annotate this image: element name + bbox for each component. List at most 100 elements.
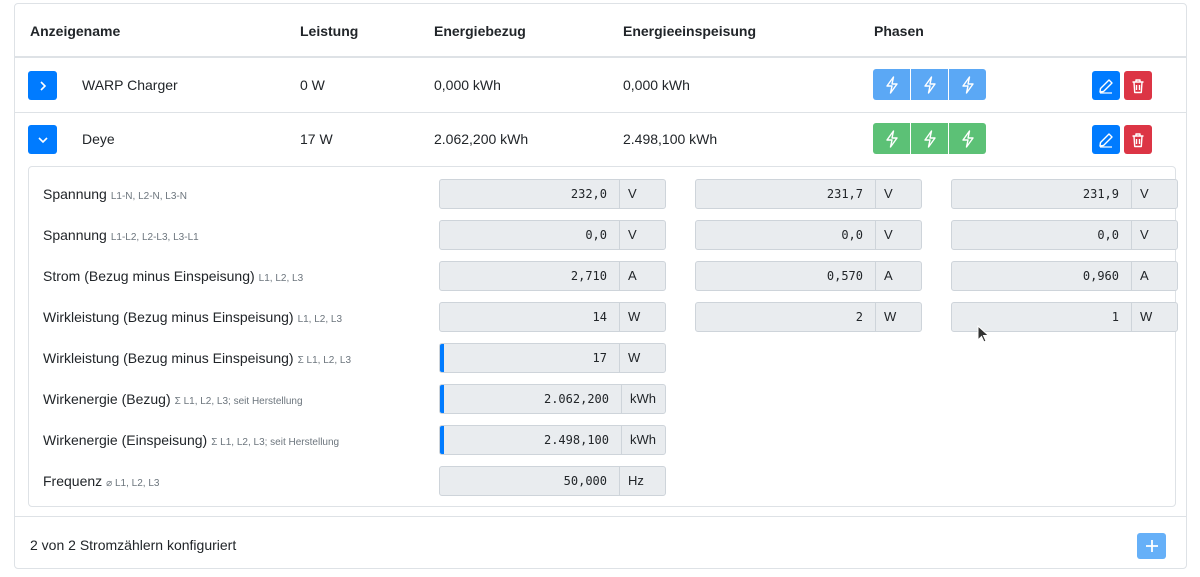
- detail-label-sub: L1-L2, L2-L3, L3-L1: [110, 232, 199, 243]
- detail-label-text: Strom (Bezug minus Einspeisung): [43, 268, 255, 284]
- detail-label: Spannung L1-L2, L2-L3, L3-L1: [43, 227, 199, 243]
- detail-value-field: 2.498,100 kWh: [439, 425, 666, 455]
- detail-value-field: 17 W: [439, 343, 666, 373]
- meter-power: 17 W: [300, 131, 333, 147]
- trash-icon: [1130, 78, 1146, 94]
- detail-label-text: Wirkleistung (Bezug minus Einspeisung): [43, 350, 294, 366]
- detail-label: Spannung L1-N, L2-N, L3-N: [43, 186, 187, 202]
- detail-value: 2: [855, 310, 863, 324]
- detail-label-text: Wirkenergie (Bezug): [43, 391, 171, 407]
- detail-label-sub: Σ L1, L2, L3: [297, 355, 352, 366]
- detail-unit: A: [1131, 262, 1177, 290]
- header-power: Leistung: [300, 23, 359, 39]
- detail-row: Wirkenergie (Bezug) Σ L1, L2, L3; seit He…: [29, 384, 1175, 414]
- plus-icon: [1145, 540, 1158, 552]
- meter-export: 0,000 kWh: [623, 77, 690, 93]
- detail-row: Wirkleistung (Bezug minus Einspeisung) Σ …: [29, 343, 1175, 373]
- expand-button[interactable]: [28, 125, 57, 154]
- detail-value-field: 14 W: [439, 302, 666, 332]
- detail-value-field: 0,0 V: [951, 220, 1178, 250]
- detail-label-sub: L1-N, L2-N, L3-N: [110, 191, 187, 202]
- detail-unit: A: [875, 262, 921, 290]
- detail-value: 232,0: [570, 187, 607, 201]
- header-import: Energiebezug: [434, 23, 526, 39]
- detail-row: Wirkenergie (Einspeisung) Σ L1, L2, L3; s…: [29, 425, 1175, 455]
- phase-bolt-icon: [873, 69, 910, 100]
- detail-value-field: 50,000 Hz: [439, 466, 666, 496]
- add-meter-button[interactable]: [1137, 533, 1166, 559]
- pencil-icon: [1098, 78, 1114, 94]
- detail-row: Spannung L1-N, L2-N, L3-N 232,0 V 231,7 V 231,…: [29, 179, 1178, 209]
- detail-value: 2.498,100: [543, 433, 609, 447]
- meters-card: Anzeigename Leistung Energiebezug Energi…: [14, 3, 1187, 569]
- detail-label-sub: Σ L1, L2, L3; seit Herstellung: [211, 437, 340, 448]
- detail-label: Wirkenergie (Bezug) Σ L1, L2, L3; seit He…: [43, 391, 303, 407]
- phase-indicator-group: [873, 69, 986, 100]
- detail-unit: W: [619, 303, 665, 331]
- meter-name: Deye: [82, 131, 115, 147]
- detail-row: Spannung L1-L2, L2-L3, L3-L1 0,0 V 0,0 V 0,0 V: [29, 220, 1178, 250]
- detail-unit: Hz: [619, 467, 665, 495]
- meter-power: 0 W: [300, 77, 325, 93]
- expand-button[interactable]: [28, 71, 57, 100]
- detail-unit: V: [1131, 221, 1177, 249]
- detail-label-sub: L1, L2, L3: [297, 314, 343, 325]
- edit-button[interactable]: [1092, 71, 1120, 100]
- detail-value-field: 0,0 V: [439, 220, 666, 250]
- detail-label: Strom (Bezug minus Einspeisung) L1, L2, L…: [43, 268, 303, 284]
- detail-unit: V: [619, 221, 665, 249]
- detail-label-text: Spannung: [43, 186, 107, 202]
- edit-button[interactable]: [1092, 125, 1120, 154]
- detail-unit: V: [875, 221, 921, 249]
- detail-unit: W: [875, 303, 921, 331]
- detail-label-text: Frequenz: [43, 473, 103, 489]
- detail-unit: kWh: [621, 426, 665, 454]
- configured-count: 2 von 2 Stromzählern konfiguriert: [30, 537, 237, 553]
- detail-value: 2.062,200: [543, 392, 609, 406]
- detail-unit: W: [619, 344, 665, 372]
- detail-value: 1: [1111, 310, 1119, 324]
- detail-label-sub: ⌀ L1, L2, L3: [106, 478, 160, 489]
- detail-value: 0,0: [585, 228, 607, 242]
- meter-name: WARP Charger: [82, 77, 178, 93]
- detail-unit: W: [1131, 303, 1177, 331]
- pencil-icon: [1098, 132, 1114, 148]
- detail-value: 0,0: [1097, 228, 1119, 242]
- detail-label-text: Spannung: [43, 227, 107, 243]
- detail-value-field: 232,0 V: [439, 179, 666, 209]
- detail-row: Wirkleistung (Bezug minus Einspeisung) L1…: [29, 302, 1178, 332]
- meter-row: WARP Charger 0 W 0,000 kWh 0,000 kWh: [15, 59, 1186, 113]
- detail-value: 231,9: [1082, 187, 1119, 201]
- value-highlight-bar: [440, 344, 444, 372]
- detail-label-text: Wirkenergie (Einspeisung): [43, 432, 208, 448]
- detail-value: 2,710: [570, 269, 607, 283]
- detail-value-field: 0,570 A: [695, 261, 922, 291]
- detail-value: 50,000: [563, 474, 607, 488]
- phase-bolt-icon: [949, 69, 986, 100]
- detail-value-field: 0,0 V: [695, 220, 922, 250]
- table-header: Anzeigename Leistung Energiebezug Energi…: [15, 4, 1186, 58]
- detail-row: Strom (Bezug minus Einspeisung) L1, L2, L…: [29, 261, 1178, 291]
- detail-value: 0,0: [841, 228, 863, 242]
- detail-value: 231,7: [826, 187, 863, 201]
- chevron-right-icon: [37, 80, 49, 92]
- meter-detail-panel: Spannung L1-N, L2-N, L3-N 232,0 V 231,7 V 231,…: [28, 166, 1178, 507]
- meter-row: Deye 17 W 2.062,200 kWh 2.498,100 kWh: [15, 113, 1186, 167]
- value-highlight-bar: [440, 385, 444, 413]
- detail-unit: A: [619, 262, 665, 290]
- detail-unit: kWh: [621, 385, 665, 413]
- detail-value-field: 0,960 A: [951, 261, 1178, 291]
- detail-value: 0,570: [826, 269, 863, 283]
- phase-bolt-icon: [911, 69, 948, 100]
- delete-button[interactable]: [1124, 125, 1152, 154]
- detail-unit: V: [619, 180, 665, 208]
- phase-bolt-icon: [911, 123, 948, 154]
- delete-button[interactable]: [1124, 71, 1152, 100]
- detail-label-sub: L1, L2, L3: [258, 273, 304, 284]
- chevron-down-icon: [37, 134, 49, 146]
- detail-value-field: 231,7 V: [695, 179, 922, 209]
- mouse-cursor-icon: [977, 325, 990, 343]
- detail-label-text: Wirkleistung (Bezug minus Einspeisung): [43, 309, 294, 325]
- meter-export: 2.498,100 kWh: [623, 131, 718, 147]
